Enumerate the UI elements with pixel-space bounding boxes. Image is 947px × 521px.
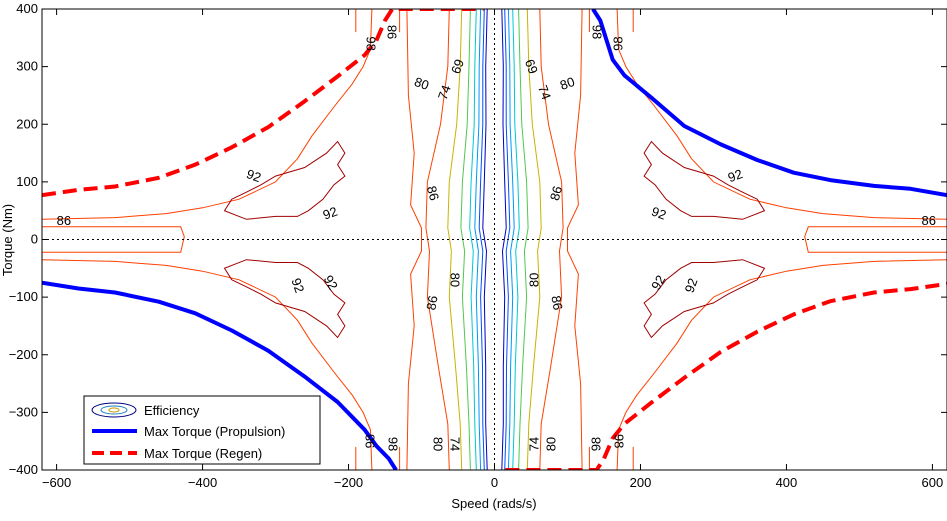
contour-50-left (482, 9, 488, 470)
contour-68-left (469, 9, 477, 470)
y-tick-label-7: 300 (16, 59, 38, 74)
contour-50-right (501, 9, 507, 470)
y-axis-label: Torque (Nm) (0, 204, 15, 276)
contour-80-left (447, 9, 463, 470)
contour-92-lower-right (643, 259, 766, 339)
contour-label-20: 92 (650, 204, 669, 223)
x-tick-label-1: −400 (188, 475, 217, 490)
contour-label-24: 92 (726, 166, 745, 185)
zero-guide-lines (42, 9, 947, 470)
contour-label-21: 92 (648, 272, 668, 292)
contour-label-5: 98 (385, 437, 400, 451)
x-axis-label: Speed (rads/s) (451, 496, 536, 511)
contour-62-left (474, 9, 482, 470)
contour-label-12: 74 (535, 83, 554, 102)
regen-torque-curve-0 (42, 9, 484, 198)
contour-label-2: 98 (590, 25, 605, 39)
contour-92-upper-left (223, 140, 346, 220)
contour-label-6: 98 (589, 437, 604, 451)
efficiency-legend-icon (91, 402, 137, 418)
y-tick-label-2: −200 (9, 347, 38, 362)
contour-label-18: 92 (244, 166, 263, 185)
contour-label-0: 98 (363, 36, 378, 50)
x-tick-label-5: 400 (776, 475, 798, 490)
y-tick-label-4: 0 (31, 232, 38, 247)
y-tick-label-0: −400 (9, 462, 38, 477)
legend-label-propulsion: Max Torque (Propulsion) (144, 424, 285, 439)
contour-86-upper-right (616, 9, 947, 220)
contour-label-30: 80 (431, 437, 446, 451)
contour-86-inner-left (406, 9, 422, 470)
contour-label-17: 86 (423, 294, 440, 311)
contour-86-edge-right (804, 226, 947, 253)
y-tick-label-8: 400 (16, 1, 38, 16)
x-tick-label-3: 0 (491, 475, 498, 490)
contour-label-32: 74 (527, 437, 542, 451)
contour-80-right (526, 9, 542, 470)
contour-label-28: 80 (447, 273, 462, 287)
contour-label-33: 80 (543, 437, 558, 451)
x-tick-label-2: −200 (334, 475, 363, 490)
contour-label-26: 86 (57, 213, 71, 228)
legend-label-regen: Max Torque (Regen) (144, 446, 262, 461)
contour-74-right (518, 9, 529, 470)
contour-label-29: 80 (527, 273, 542, 287)
contour-86-edge-left (42, 226, 185, 253)
contour-86-upper-left (42, 9, 373, 220)
contour-92-lower-left (223, 259, 346, 339)
contour-label-31: 74 (447, 437, 462, 451)
torque-limit-curves (42, 9, 947, 470)
legend-label-efficiency: Efficiency (144, 403, 200, 418)
contour-label-14: 92 (321, 204, 340, 223)
x-tick-label-6: 600 (922, 475, 944, 490)
contour-label-25: 92 (682, 276, 701, 295)
axis-ticks: −600 −400 −200 0 200 400 600 −400 −300 −200 −100 0 1… (9, 1, 947, 490)
contour-label-15: 92 (321, 272, 341, 292)
contour-label-4: 98 (362, 434, 377, 448)
contour-label-3: 98 (611, 36, 626, 50)
contour-label-13: 69 (522, 57, 541, 76)
contour-label-1: 98 (384, 25, 399, 39)
contour-label-7: 98 (612, 434, 627, 448)
contour-label-9: 74 (435, 83, 454, 102)
y-tick-label-1: −300 (9, 404, 38, 419)
propulsion-torque-curve-0 (42, 280, 398, 470)
propulsion-torque-curve-1 (591, 9, 947, 198)
contour-label-23: 86 (548, 294, 565, 311)
contour-label-11: 80 (558, 74, 577, 93)
y-tick-label-6: 200 (16, 116, 38, 131)
contour-label-16: 86 (424, 184, 442, 202)
contour-label-10: 69 (448, 57, 467, 76)
contour-label-8: 80 (412, 74, 431, 93)
regen-torque-curve-1 (505, 281, 947, 470)
contour-label-22: 86 (547, 184, 565, 202)
contour-label-19: 92 (288, 276, 307, 295)
contour-86-lower-left (42, 259, 373, 470)
x-tick-label-4: 200 (630, 475, 652, 490)
legend: Efficiency Max Torque (Propulsion) Max T… (83, 395, 321, 465)
contour-92-upper-right (643, 140, 766, 220)
y-tick-label-3: −100 (9, 289, 38, 304)
contour-label-27: 86 (922, 213, 936, 228)
contour-56-left (478, 9, 485, 470)
contour-86-right (539, 9, 564, 470)
x-tick-label-0: −600 (42, 475, 71, 490)
contour-86-lower-right (616, 259, 947, 470)
y-tick-label-5: 100 (16, 174, 38, 189)
